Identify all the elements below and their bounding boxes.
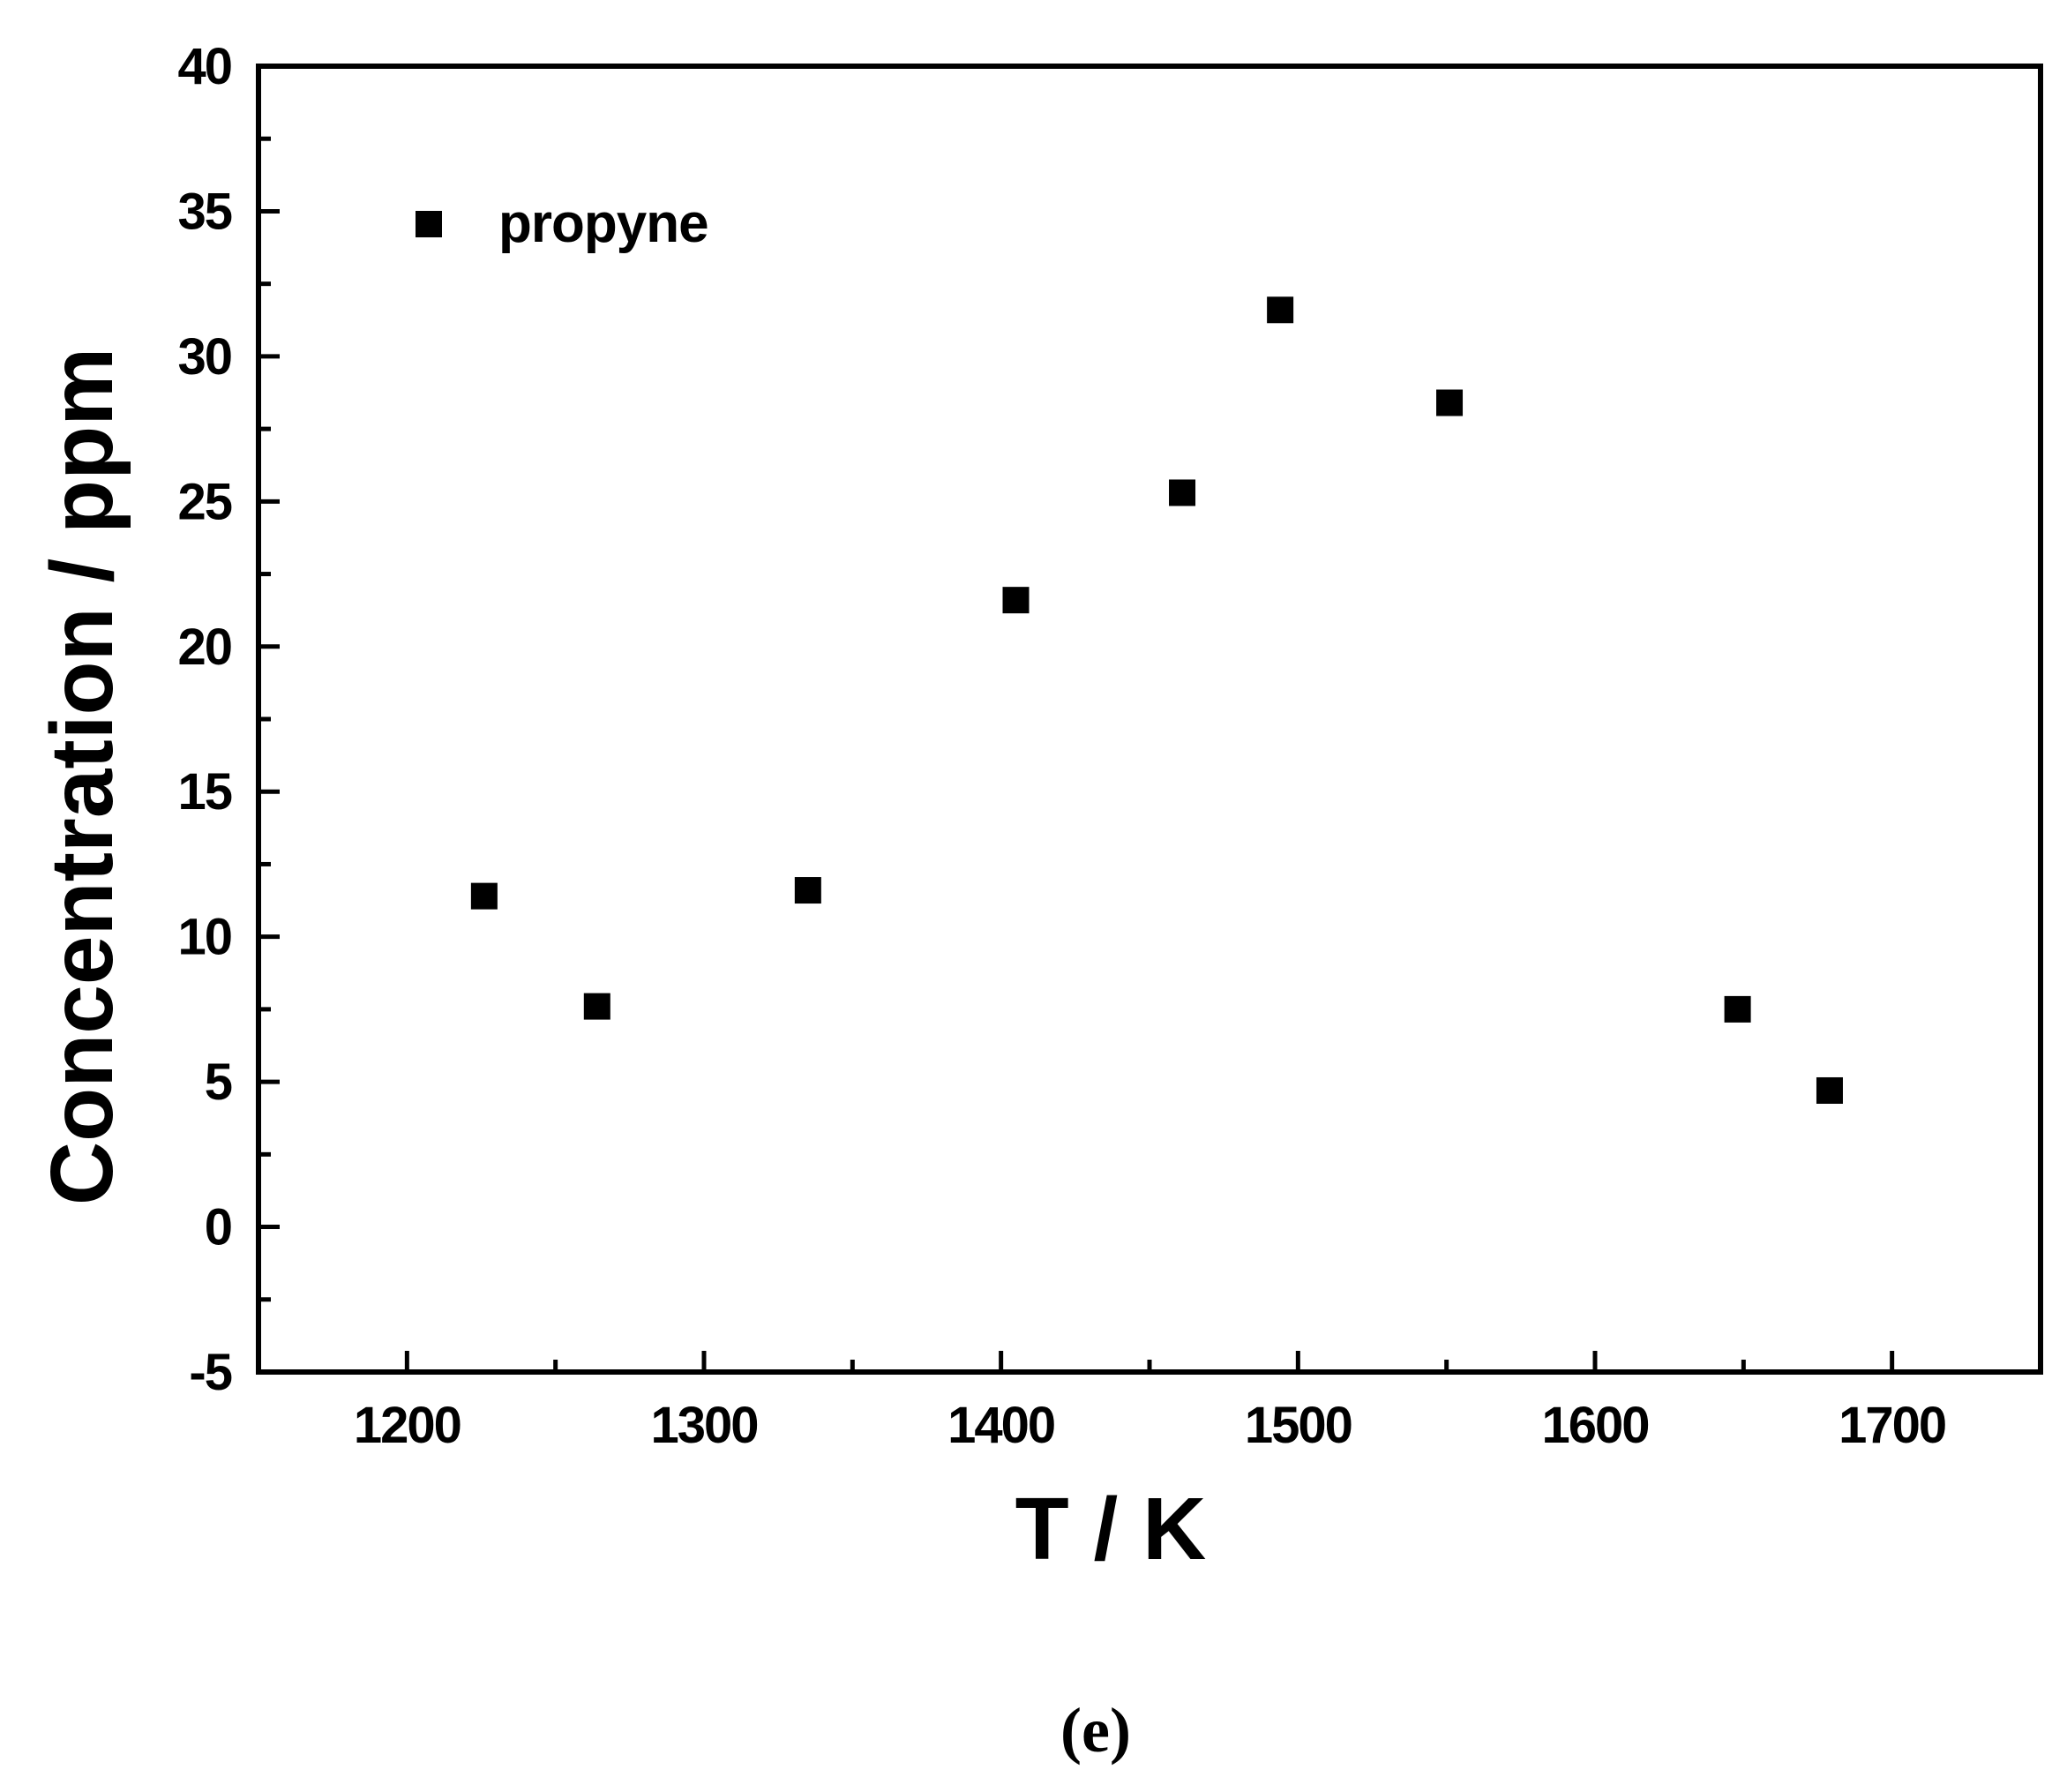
y-tick-labels: -5 0 5 10 15 20 25 30 35 40 [177, 38, 233, 1401]
data-point [583, 993, 610, 1020]
plot-frame [256, 64, 2043, 1375]
data-point [1002, 587, 1030, 614]
x-tick-label: 1500 [1245, 1397, 1352, 1454]
data-point [1267, 296, 1294, 324]
data-point [1436, 389, 1464, 416]
figure-caption: (e) [1060, 1695, 1131, 1766]
y-tick-label: 40 [177, 38, 231, 95]
y-tick-label: 0 [205, 1199, 231, 1256]
major-ticks [258, 64, 1895, 1375]
y-tick-label: 20 [177, 619, 231, 676]
y-tick-label: 30 [177, 328, 231, 386]
legend-label: propyne [498, 193, 708, 254]
minor-ticks [258, 136, 1746, 1372]
x-tick-label: 1200 [354, 1397, 461, 1454]
x-tick-label: 1400 [947, 1397, 1054, 1454]
data-point [1816, 1076, 1843, 1104]
data-points [470, 296, 1843, 1104]
legend-marker [416, 211, 442, 237]
y-tick-label: -5 [189, 1344, 231, 1401]
y-tick-label: 10 [177, 909, 231, 966]
y-tick-label: 25 [177, 473, 231, 530]
y-axis-title: Concentration / ppm [33, 348, 131, 1205]
x-tick-label: 1600 [1541, 1397, 1648, 1454]
legend: propyne [416, 193, 709, 254]
x-tick-label: 1700 [1839, 1397, 1945, 1454]
x-axis-title: T / K [1015, 1480, 1207, 1578]
data-point [1724, 995, 1751, 1023]
x-tick-labels: 1200 1300 1400 1500 1600 1700 [354, 1397, 1947, 1454]
data-point [1169, 479, 1196, 506]
data-point [470, 882, 498, 910]
data-point [794, 877, 821, 904]
y-tick-label: 5 [205, 1053, 232, 1111]
y-tick-label: 15 [177, 763, 231, 821]
x-tick-label: 1300 [650, 1397, 757, 1454]
y-tick-label: 35 [177, 183, 231, 240]
